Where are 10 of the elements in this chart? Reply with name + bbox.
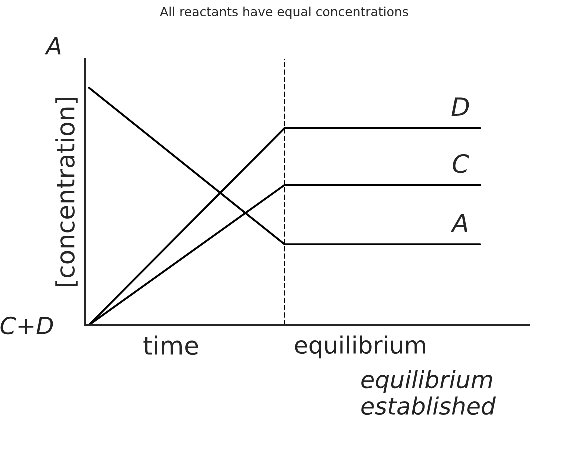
- x-axis-title: time: [144, 336, 198, 356]
- y-axis-title: [concentration]: [56, 98, 78, 287]
- text: A: [44, 37, 61, 55]
- series-label: A: [450, 214, 468, 232]
- chart-title: All reactants have equal concentrations: [160, 6, 408, 19]
- text: C+D: [0, 316, 54, 335]
- series-label: C: [453, 154, 470, 174]
- text: equilibrium: [295, 336, 426, 359]
- series-label: D: [452, 98, 470, 116]
- text: equilibrium established: [362, 370, 496, 416]
